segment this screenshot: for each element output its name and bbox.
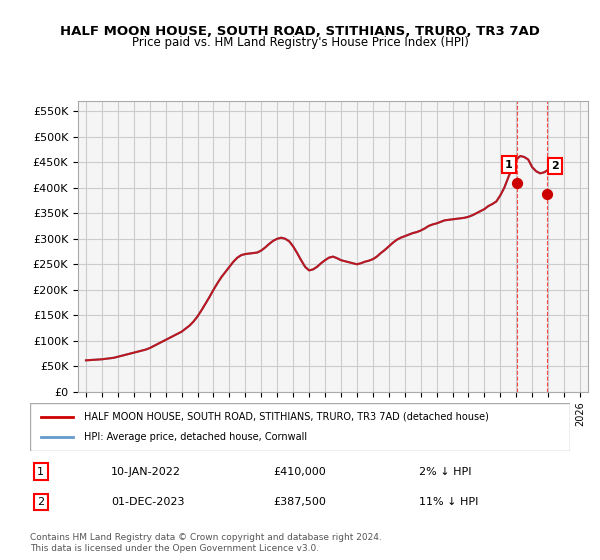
- Text: Price paid vs. HM Land Registry's House Price Index (HPI): Price paid vs. HM Land Registry's House …: [131, 36, 469, 49]
- Point: [542, 189, 551, 198]
- Text: 1: 1: [505, 160, 512, 170]
- Text: 2: 2: [551, 161, 559, 171]
- Text: 2% ↓ HPI: 2% ↓ HPI: [419, 467, 472, 477]
- Text: 1: 1: [37, 467, 44, 477]
- Text: This data is licensed under the Open Government Licence v3.0.: This data is licensed under the Open Gov…: [30, 544, 319, 553]
- Point: [512, 178, 521, 187]
- FancyBboxPatch shape: [30, 403, 570, 451]
- Text: 10-JAN-2022: 10-JAN-2022: [111, 467, 181, 477]
- Text: HPI: Average price, detached house, Cornwall: HPI: Average price, detached house, Corn…: [84, 432, 307, 442]
- Text: £410,000: £410,000: [273, 467, 326, 477]
- Text: HALF MOON HOUSE, SOUTH ROAD, STITHIANS, TRURO, TR3 7AD (detached house): HALF MOON HOUSE, SOUTH ROAD, STITHIANS, …: [84, 412, 489, 422]
- Text: 11% ↓ HPI: 11% ↓ HPI: [419, 497, 478, 507]
- Text: 01-DEC-2023: 01-DEC-2023: [111, 497, 185, 507]
- Text: 2: 2: [37, 497, 44, 507]
- Text: £387,500: £387,500: [273, 497, 326, 507]
- Text: HALF MOON HOUSE, SOUTH ROAD, STITHIANS, TRURO, TR3 7AD: HALF MOON HOUSE, SOUTH ROAD, STITHIANS, …: [60, 25, 540, 38]
- Text: Contains HM Land Registry data © Crown copyright and database right 2024.: Contains HM Land Registry data © Crown c…: [30, 533, 382, 542]
